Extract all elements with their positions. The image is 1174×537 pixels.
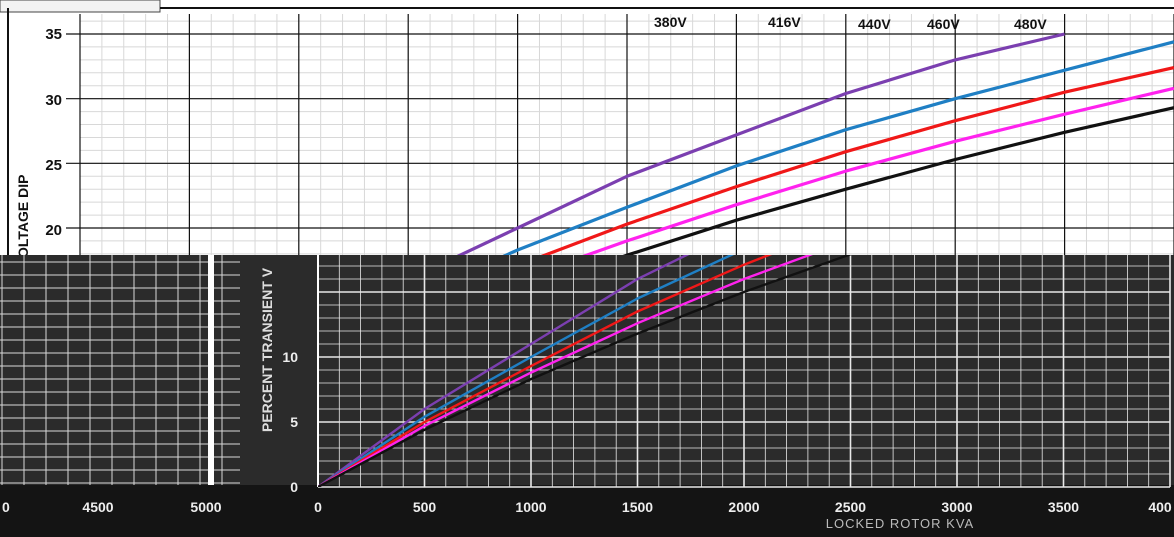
x-axis-title: LOCKED ROTOR KVA (826, 516, 974, 531)
bottom-x-tick: 0 (314, 499, 322, 515)
bottom-curve-440v (318, 255, 773, 487)
bottom-left-axis-band (0, 485, 240, 537)
bottom-grid (317, 255, 1171, 488)
top-curve-380v (454, 32, 1065, 256)
y-axis-title-top: OLTAGE DIP (15, 175, 31, 258)
bottom-x-tick: 3500 (1048, 499, 1079, 515)
left-separator-bar (208, 255, 214, 485)
series-label-480v: 480V (1014, 16, 1047, 32)
bottom-curve-480v (318, 255, 853, 487)
bottom-curves (318, 255, 853, 487)
top-chart: 35 30 25 20 OLTAGE DIP 380V 416V 440V 46… (0, 0, 1174, 281)
y-tick-25: 25 (45, 157, 62, 174)
bottom-chart-axis-band (240, 485, 1174, 537)
y-tick-20: 20 (45, 222, 62, 239)
top-curve-416v (500, 40, 1174, 256)
series-label-460v: 460V (927, 16, 960, 32)
bottom-x-tick: 400 (1148, 499, 1172, 515)
y-axis-title-bottom: PERCENT TRANSIENT V (259, 267, 275, 432)
bottom-x-tick: 1000 (515, 499, 546, 515)
left-x-tick-0: 0 (2, 499, 10, 515)
top-curve-440v (538, 66, 1174, 256)
bottom-x-ticks: 0 500 1000 1500 2000 2500 3000 3500 400 (314, 499, 1172, 515)
bottom-curve-416v (318, 255, 735, 487)
bottom-chart: 10 5 0 PERCENT TRANSIENT V 0 500 1000 1500 2… (240, 255, 1174, 537)
bottom-y-tick-5: 5 (290, 414, 298, 430)
left-grid (0, 255, 240, 485)
left-x-tick-5000: 5000 (190, 499, 221, 515)
series-label-416v: 416V (768, 14, 801, 30)
y-tick-30: 30 (45, 92, 62, 109)
bottom-x-tick: 500 (413, 499, 437, 515)
top-curve-460v (579, 86, 1174, 256)
top-chart-background (0, 0, 1174, 260)
y-tick-35: 35 (45, 26, 62, 43)
bottom-x-tick: 3000 (941, 499, 972, 515)
series-label-380v: 380V (654, 14, 687, 30)
bottom-y-tick-10: 10 (282, 349, 298, 365)
bottom-x-tick: 1500 (622, 499, 653, 515)
bottom-curve-380v (318, 255, 690, 487)
bottom-x-tick: 2000 (728, 499, 759, 515)
series-label-440v: 440V (858, 16, 891, 32)
bottom-curve-460v (318, 255, 814, 487)
window-tab-fragment (0, 0, 161, 13)
bottom-y-tick-0: 0 (290, 479, 298, 495)
left-x-tick-4500: 4500 (82, 499, 113, 515)
bottom-x-tick: 2500 (835, 499, 866, 515)
bottom-left-fragment: 0 4500 5000 (0, 255, 240, 537)
